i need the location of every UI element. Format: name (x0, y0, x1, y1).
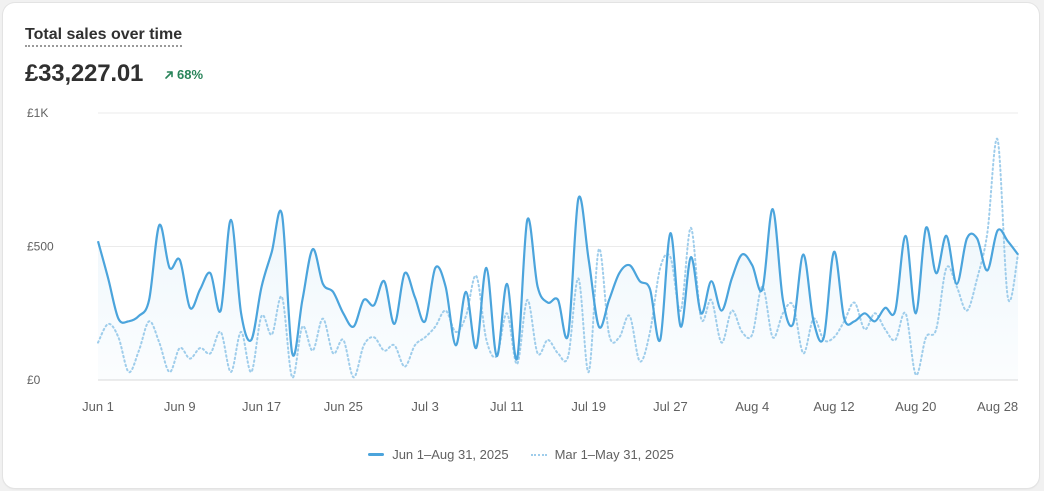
arrow-up-right-icon (165, 70, 173, 79)
series-previous-line (97, 137, 1019, 379)
series-current-area (98, 196, 1018, 380)
legend-swatch-dotted (530, 453, 547, 456)
total-sales-value: £33,227.01 (25, 60, 144, 87)
x-tick-label: Aug 12 (813, 399, 854, 414)
legend-label-current: Jun 1–Aug 31, 2025 (392, 447, 509, 462)
x-tick-label: Jul 3 (411, 399, 438, 414)
legend-item-previous[interactable]: Mar 1–May 31, 2025 (530, 447, 674, 462)
x-tick-label: Jun 25 (324, 399, 363, 414)
x-tick-label: Aug 20 (895, 399, 936, 414)
card-title[interactable]: Total sales over time (25, 26, 183, 47)
change-percent: 68% (177, 67, 204, 82)
legend-item-current[interactable]: Jun 1–Aug 31, 2025 (368, 447, 509, 462)
x-tick-label: Jul 11 (490, 399, 524, 414)
total-sales-card: Total sales over time £33,227.01 68% £0 £… (3, 3, 1039, 488)
x-tick-label: Aug 4 (735, 399, 769, 414)
legend-swatch-solid (368, 453, 385, 456)
series-current-line (96, 195, 1019, 361)
sales-line-chart: £0 £500 £1K Jun 1 Jun 9 Jun 17 Jun 25 Jul 3 Jul… (27, 106, 1019, 414)
x-tick-label: Jun 9 (164, 399, 196, 414)
x-tick-label: Jun 17 (242, 399, 281, 414)
y-tick-label: £0 (27, 373, 41, 387)
y-tick-label: £1K (27, 106, 48, 120)
chart-legend: Jun 1–Aug 31, 2025 Mar 1–May 31, 2025 (3, 447, 1039, 462)
y-tick-label: £500 (27, 240, 54, 254)
legend-label-previous: Mar 1–May 31, 2025 (554, 447, 674, 462)
x-tick-label: Jun 1 (82, 399, 114, 414)
change-badge: 68% (164, 67, 203, 82)
x-tick-label: Aug 28 (977, 399, 1018, 414)
x-tick-label: Jul 27 (653, 399, 688, 414)
x-tick-label: Jul 19 (571, 399, 606, 414)
